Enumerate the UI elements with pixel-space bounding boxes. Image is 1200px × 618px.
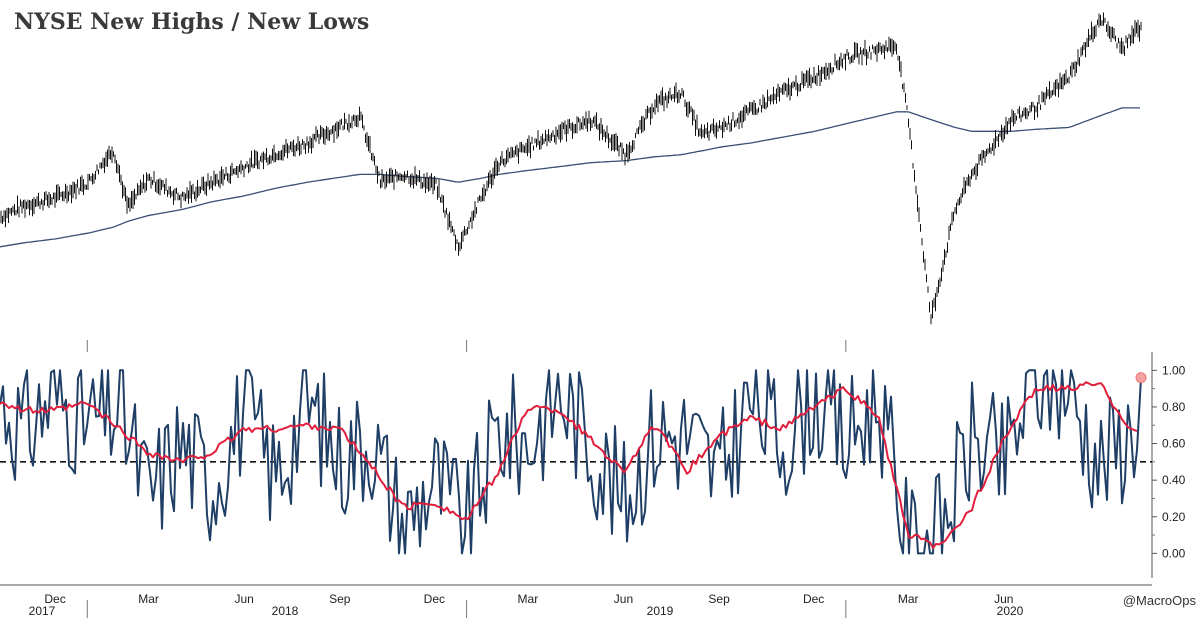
y-tick-label: 0.40 xyxy=(1162,473,1186,487)
source-credit: @MacroOps xyxy=(1122,593,1196,608)
x-axis: Dec Mar Jun Sep Dec Mar Jun Sep Dec Mar Jun 2017 201… xyxy=(0,340,1152,618)
x-month-label: Sep xyxy=(708,592,730,606)
ratio-moving-average-line xyxy=(0,381,1138,549)
y-tick-label: 0.00 xyxy=(1162,546,1186,560)
indicator-panel: 1.00 0.80 0.60 0.40 0.20 0.00 xyxy=(0,352,1186,578)
x-month-label: Mar xyxy=(518,592,539,606)
x-month-label: Dec xyxy=(44,592,65,606)
x-month-label: Mar xyxy=(898,592,919,606)
x-month-label: Jun xyxy=(614,592,633,606)
y-tick-label: 0.80 xyxy=(1162,400,1186,414)
x-month-label: Jun xyxy=(235,592,254,606)
x-year-label: 2019 xyxy=(647,604,674,618)
x-month-label: Sep xyxy=(329,592,351,606)
chart-title: NYSE New Highs / New Lows xyxy=(14,9,370,35)
y-tick-label: 0.20 xyxy=(1162,510,1186,524)
ratio-series-line xyxy=(0,369,1142,555)
x-year-label: 2017 xyxy=(29,604,56,618)
x-year-label: 2020 xyxy=(997,604,1024,618)
last-value-marker xyxy=(1135,372,1147,384)
x-month-label: Dec xyxy=(424,592,445,606)
price-bars xyxy=(0,12,1142,325)
price-panel xyxy=(0,12,1142,325)
y-tick-label: 1.00 xyxy=(1162,363,1186,377)
x-month-label: Dec xyxy=(803,592,824,606)
x-year-label: 2018 xyxy=(272,604,299,618)
x-month-label: Mar xyxy=(138,592,159,606)
price-moving-average-line xyxy=(0,107,1140,248)
y-tick-label: 0.60 xyxy=(1162,437,1186,451)
x-month-label: Jun xyxy=(994,592,1013,606)
